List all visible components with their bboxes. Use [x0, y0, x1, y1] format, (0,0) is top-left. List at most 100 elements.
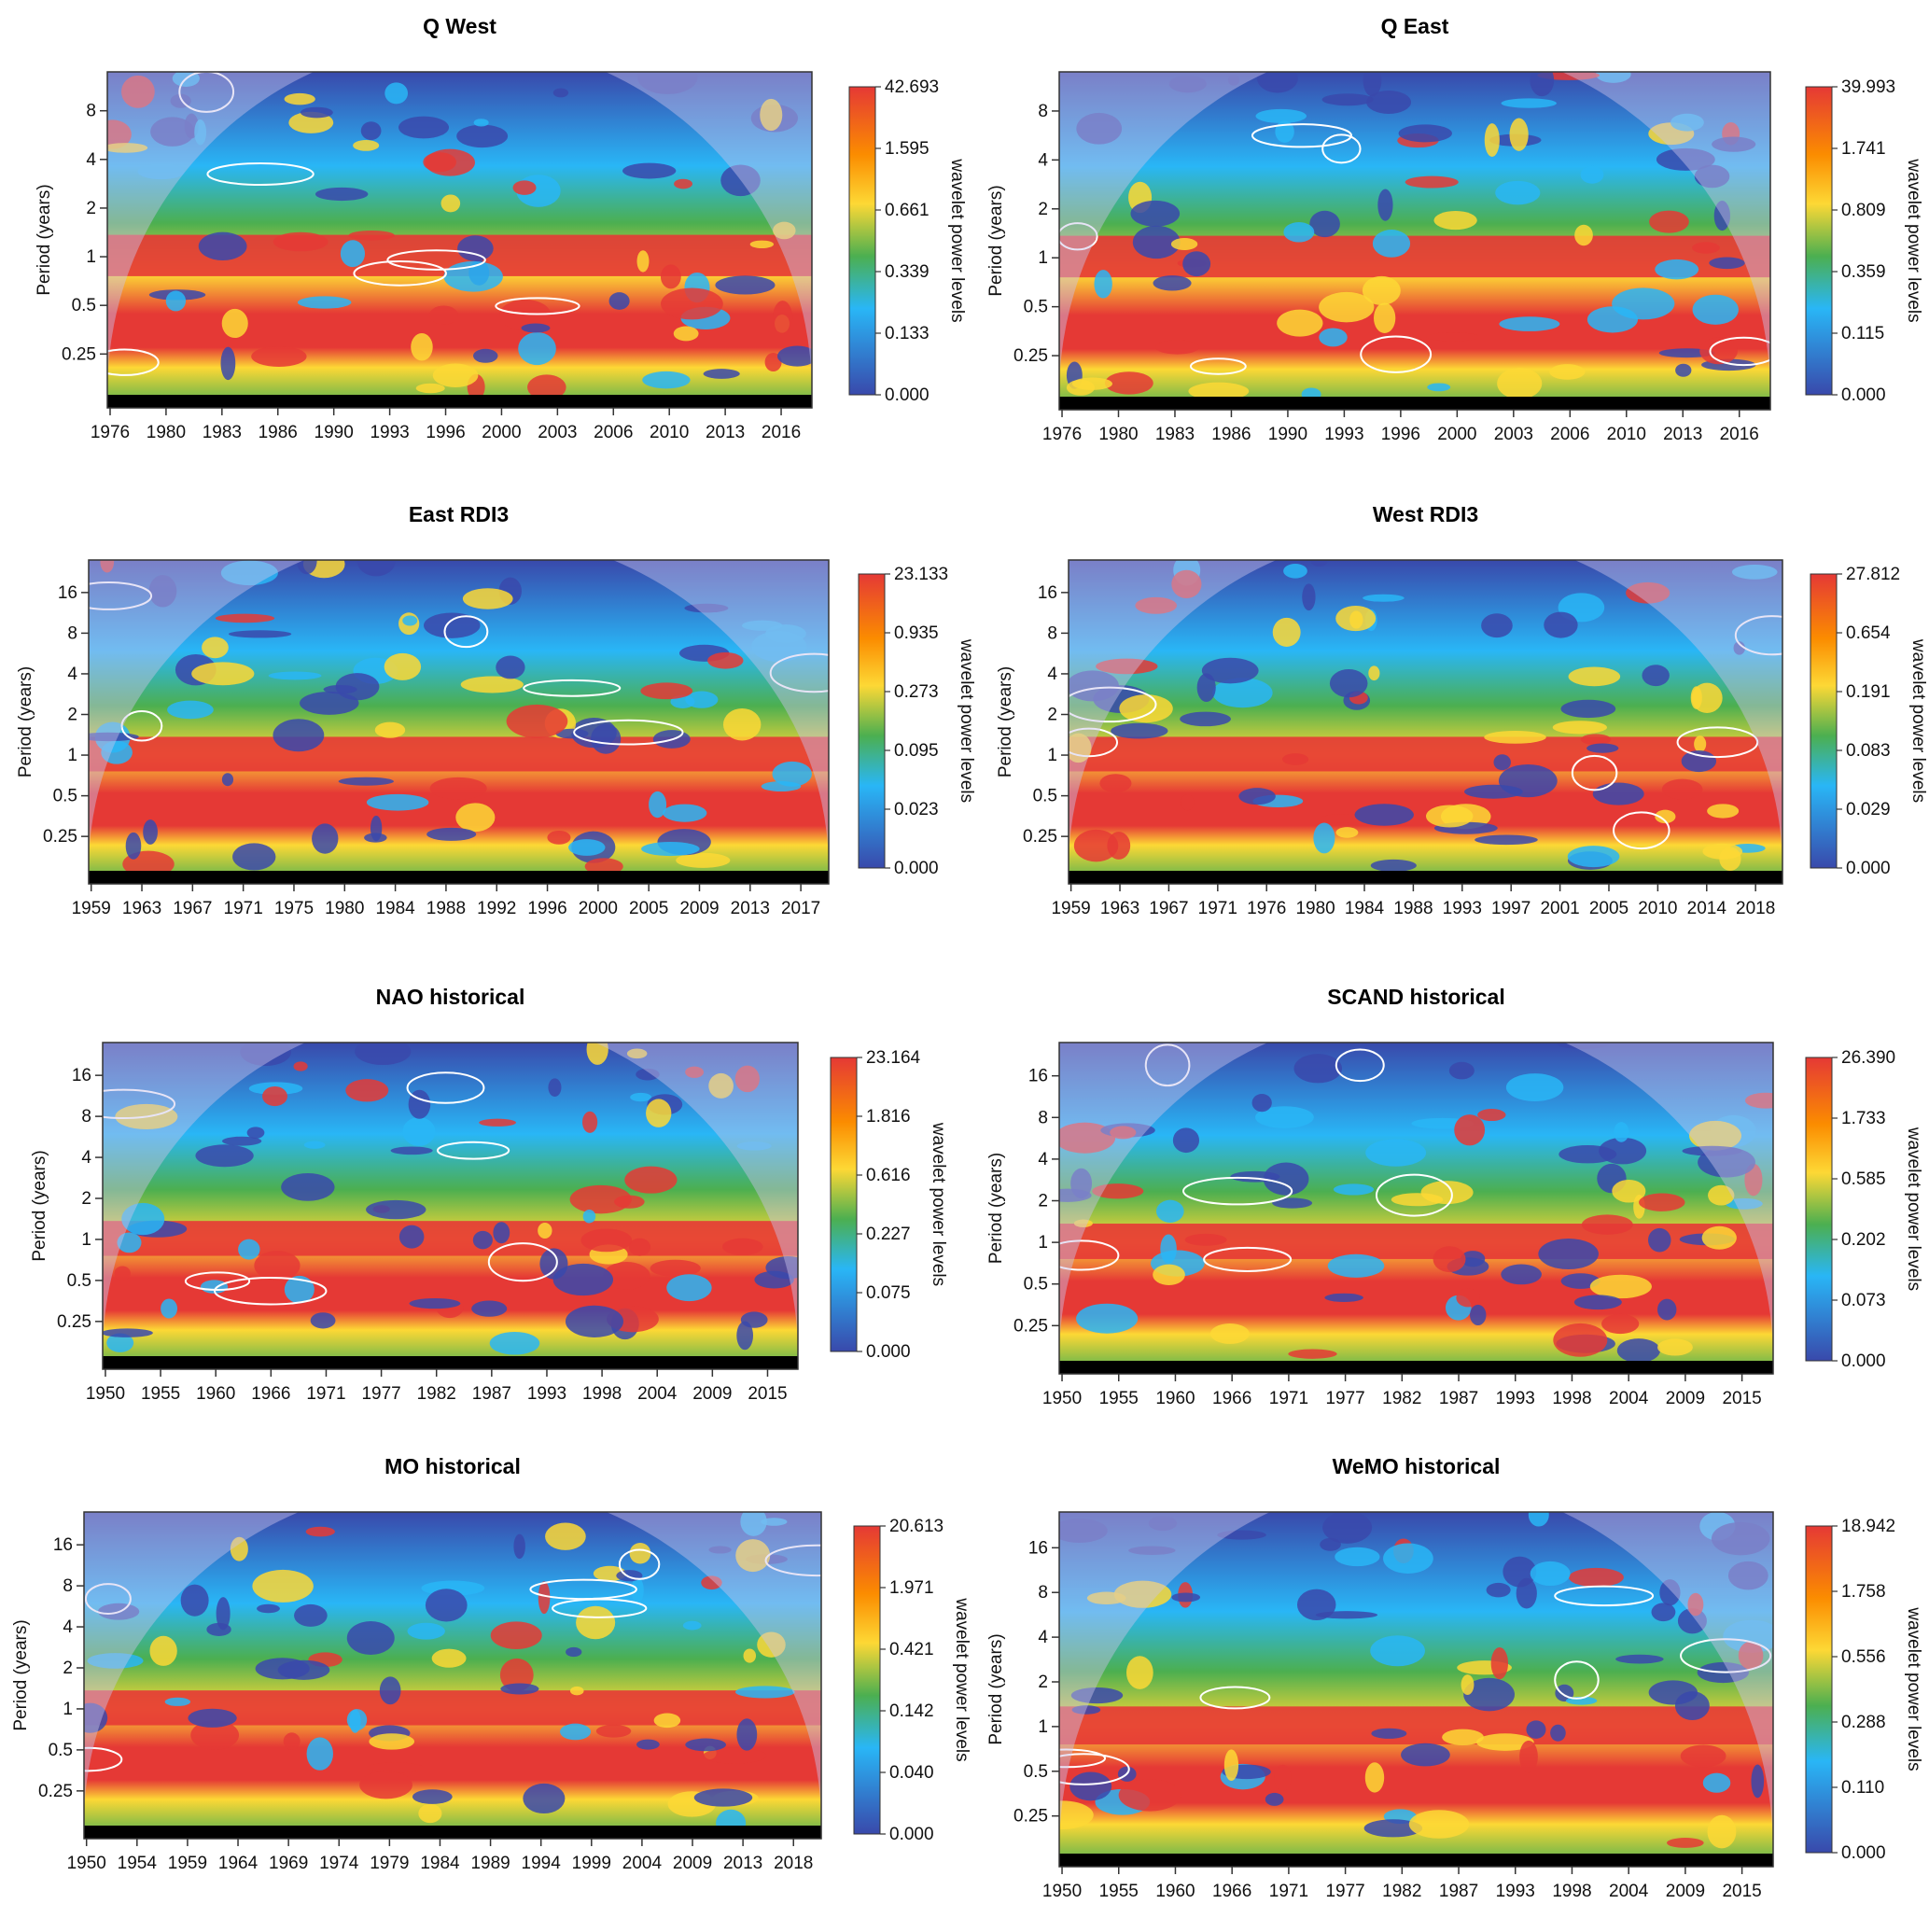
y-tick-label: 8: [1038, 1583, 1048, 1603]
power-blob: [315, 187, 369, 202]
y-tick-label: 4: [1047, 665, 1057, 684]
significance-contour: [214, 1276, 328, 1306]
y-tick-label: 0.5: [1024, 1762, 1048, 1782]
power-blob: [137, 163, 186, 180]
colorbar-tick-label: 26.390: [1841, 1048, 1895, 1068]
power-blob: [1648, 1680, 1698, 1705]
power-blob: [1568, 666, 1621, 687]
heatmap-area: [103, 1043, 798, 1369]
significance-contour: [1059, 1239, 1120, 1271]
y-tick-label: 2: [1038, 1192, 1048, 1211]
heatmap-background: [84, 1512, 821, 1839]
power-blob: [490, 1621, 542, 1650]
power-blob: [1528, 1512, 1549, 1527]
power-blob: [1569, 1567, 1624, 1588]
power-blob: [457, 235, 494, 261]
power-blob: [1288, 1349, 1337, 1359]
power-blob: [1059, 1800, 1094, 1830]
y-tick-label: 2: [63, 1659, 73, 1678]
significance-contour: [120, 710, 163, 742]
x-tick-label: 2015: [748, 1384, 787, 1404]
y-tick-label: 0.5: [1024, 1275, 1048, 1295]
power-blob: [1092, 1183, 1144, 1199]
power-blob: [384, 82, 409, 105]
x-tick-label: 1977: [1325, 1882, 1364, 1901]
power-blob: [736, 1321, 754, 1351]
power-blob: [268, 671, 322, 680]
power-blob: [624, 1166, 678, 1194]
x-tick-label: 1950: [1042, 1389, 1082, 1408]
power-blob: [1702, 1772, 1731, 1793]
power-blob: [1694, 735, 1707, 752]
significance-contour: [1069, 686, 1157, 723]
wavelet-plot: 8 4 2 1 0.5 0.25 Period (years) 1976 1980 1983 198…: [35, 71, 967, 442]
power-blob: [569, 1184, 632, 1214]
power-blob: [493, 1222, 510, 1244]
power-blob: [369, 1733, 415, 1750]
colorbar-tick-label: 1.741: [1841, 139, 1886, 159]
plot-frame: [1058, 1511, 1774, 1868]
colorbar-title: wavelet power levels: [952, 1597, 971, 1761]
power-blob: [232, 843, 276, 871]
panel-title: Q East: [1380, 14, 1449, 38]
power-blob: [415, 383, 445, 394]
cone-of-influence: [1059, 72, 1770, 395]
x-tick-label: 2016: [1720, 425, 1759, 444]
power-blob: [1111, 722, 1168, 739]
x-tick-label: 2005: [1589, 899, 1628, 918]
significance-contour: [353, 260, 447, 287]
power-blob: [374, 721, 406, 738]
colorbar-tick-label: 0.421: [889, 1640, 934, 1659]
power-blob: [283, 1732, 301, 1750]
power-blob: [1731, 564, 1778, 580]
power-blob: [432, 363, 479, 387]
significance-contour: [1059, 222, 1098, 251]
power-blob: [431, 1648, 467, 1668]
panel-scand-historical: SCAND historical 16 8 4 2 1 0.5 0.25 Period (ye…: [952, 971, 1923, 1447]
power-blob: [167, 700, 214, 720]
x-tick-label: 2018: [1736, 899, 1775, 918]
power-blob: [722, 1238, 763, 1255]
power-blob: [1587, 306, 1638, 333]
power-blob: [548, 1078, 562, 1097]
power-blob: [1153, 275, 1192, 291]
y-tick-label: 16: [1028, 1538, 1048, 1558]
colorbar-tick-label: 0.273: [894, 682, 939, 702]
colorbar-tick-label: 0.095: [894, 741, 939, 761]
power-blob: [1212, 678, 1273, 708]
y-tick-label: 0.25: [1013, 346, 1048, 366]
x-tick-label: 1999: [572, 1854, 611, 1873]
power-blob: [576, 1605, 616, 1640]
colorbar-tick-label: 0.227: [866, 1225, 911, 1244]
x-tick-label: 1971: [306, 1384, 345, 1404]
power-blob: [1690, 686, 1702, 709]
power-blob: [569, 1686, 584, 1696]
power-blob: [164, 1697, 191, 1706]
power-blob: [521, 323, 551, 333]
power-blob: [693, 1788, 753, 1807]
wavelet-plot: 16 8 4 2 1 0.5 0.25 Period (years) 1950 1955 1960 1…: [30, 1042, 948, 1404]
y-tick-label: 0.5: [67, 1271, 91, 1291]
y-tick-label: 8: [86, 102, 96, 121]
plot-frame: [1058, 1042, 1774, 1375]
y-tick-label: 16: [72, 1066, 91, 1085]
power-blob: [552, 88, 569, 98]
power-blob: [87, 1653, 144, 1669]
power-blob: [1335, 827, 1359, 838]
power-blob: [1699, 337, 1738, 365]
power-blob: [323, 684, 357, 694]
colorbar-tick-label: 0.585: [1841, 1169, 1886, 1189]
y-tick-label: 4: [63, 1617, 73, 1637]
y-tick-label: 0.5: [1024, 298, 1048, 317]
power-blob: [1073, 1219, 1093, 1227]
power-blob: [1719, 847, 1741, 872]
power-blob: [300, 106, 333, 119]
power-blob: [642, 371, 691, 389]
x-tick-label: 2009: [692, 1384, 732, 1404]
power-blob: [215, 613, 275, 623]
power-blob: [1649, 210, 1689, 233]
x-tick-label: 1987: [472, 1384, 511, 1404]
power-blob: [1655, 259, 1699, 280]
power-blob: [1560, 699, 1616, 719]
colorbar-tick-label: 1.733: [1841, 1109, 1886, 1128]
